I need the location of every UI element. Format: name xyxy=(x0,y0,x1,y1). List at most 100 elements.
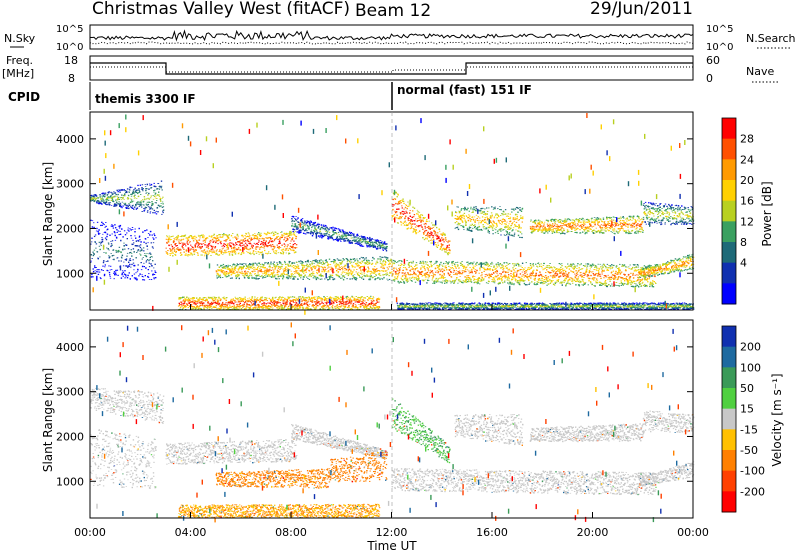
power-echo xyxy=(296,226,298,228)
power-echo xyxy=(314,231,316,233)
power-echo xyxy=(190,301,192,303)
power-echo xyxy=(236,249,238,251)
power-echo xyxy=(342,232,345,234)
power-echo xyxy=(177,236,179,238)
power-echo xyxy=(240,269,243,271)
power-echo xyxy=(378,298,381,300)
power-echo xyxy=(151,270,153,272)
power-echo xyxy=(283,272,285,274)
power-echo xyxy=(216,275,218,277)
power-echo xyxy=(303,222,305,224)
station-title: Christmas Valley West (fitACF) xyxy=(92,0,350,19)
power-echo xyxy=(102,195,104,197)
power-echo xyxy=(117,193,119,196)
power-echo xyxy=(221,304,224,306)
power-echo xyxy=(308,303,311,305)
power-echo xyxy=(355,264,358,266)
power-echo xyxy=(418,278,420,280)
power-echo xyxy=(148,188,150,190)
power-echo xyxy=(188,242,191,244)
power-echo xyxy=(257,262,260,264)
power-echo xyxy=(130,251,132,253)
power-echo xyxy=(388,278,391,281)
power-echo xyxy=(248,264,250,266)
power-echo xyxy=(348,231,351,234)
power-echo xyxy=(318,226,320,227)
power-echo xyxy=(109,274,111,276)
power-echo xyxy=(304,275,306,277)
power-echo xyxy=(273,245,275,248)
power-echo xyxy=(332,308,334,310)
power-echo xyxy=(116,189,118,192)
power-echo xyxy=(429,228,432,229)
power-echo xyxy=(118,201,120,203)
power-echo xyxy=(447,242,449,244)
power-echo xyxy=(278,301,280,304)
power-echo xyxy=(227,237,230,239)
power-echo xyxy=(349,240,351,242)
power-echo xyxy=(251,297,253,299)
power-echo xyxy=(283,246,286,248)
power-echo xyxy=(143,196,146,198)
power-echo xyxy=(313,275,316,277)
power-echo xyxy=(329,235,331,237)
power-echo xyxy=(292,245,294,247)
power-echo xyxy=(246,244,248,246)
power-echo xyxy=(219,234,221,236)
power-echo xyxy=(141,274,143,276)
power-echo xyxy=(279,262,282,264)
power-echo xyxy=(111,244,113,247)
power-echo xyxy=(408,274,410,276)
power-echo xyxy=(266,246,269,248)
power-echo xyxy=(244,242,247,244)
power-echo xyxy=(378,258,380,260)
power-echo xyxy=(365,304,367,306)
power-echo xyxy=(422,228,424,230)
power-echo xyxy=(415,229,417,231)
power-echo xyxy=(141,187,143,188)
power-echo xyxy=(400,263,402,265)
power-echo xyxy=(171,236,173,237)
power-echo xyxy=(256,298,258,300)
power-echo xyxy=(398,203,401,205)
power-echo xyxy=(375,241,377,243)
power-echo xyxy=(333,259,335,260)
power-echo xyxy=(265,252,267,254)
power-echo xyxy=(186,238,189,240)
power-echo xyxy=(161,206,164,208)
power-echo xyxy=(412,230,415,232)
power-echo xyxy=(234,272,236,274)
power-echo xyxy=(98,233,100,235)
power-echo xyxy=(352,237,354,239)
power-echo xyxy=(283,232,286,235)
power-echo xyxy=(281,298,283,300)
power-echo xyxy=(102,265,104,267)
power-echo xyxy=(133,192,136,194)
power-echo xyxy=(196,246,199,248)
power-echo xyxy=(416,267,418,269)
power-echo xyxy=(169,248,171,250)
power-echo xyxy=(262,266,264,269)
power-echo xyxy=(429,235,431,237)
power-echo xyxy=(285,270,287,272)
power-echo xyxy=(270,237,272,240)
power-echo xyxy=(344,231,346,233)
power-echo xyxy=(207,248,210,250)
power-echo xyxy=(249,306,251,309)
power-echo xyxy=(234,299,236,302)
power-echo xyxy=(192,238,194,240)
power-echo xyxy=(176,236,178,239)
power-echo xyxy=(385,274,388,276)
power-echo xyxy=(342,231,345,233)
power-echo xyxy=(419,219,421,221)
power-echo xyxy=(318,223,321,225)
power-echo xyxy=(246,239,249,240)
power-echo xyxy=(412,276,414,278)
power-echo xyxy=(228,301,230,303)
power-echo xyxy=(410,274,412,276)
power-echo xyxy=(272,241,274,243)
power-echo xyxy=(240,308,243,310)
power-echo xyxy=(140,188,143,190)
power-echo xyxy=(239,240,241,242)
power-echo xyxy=(430,238,433,240)
